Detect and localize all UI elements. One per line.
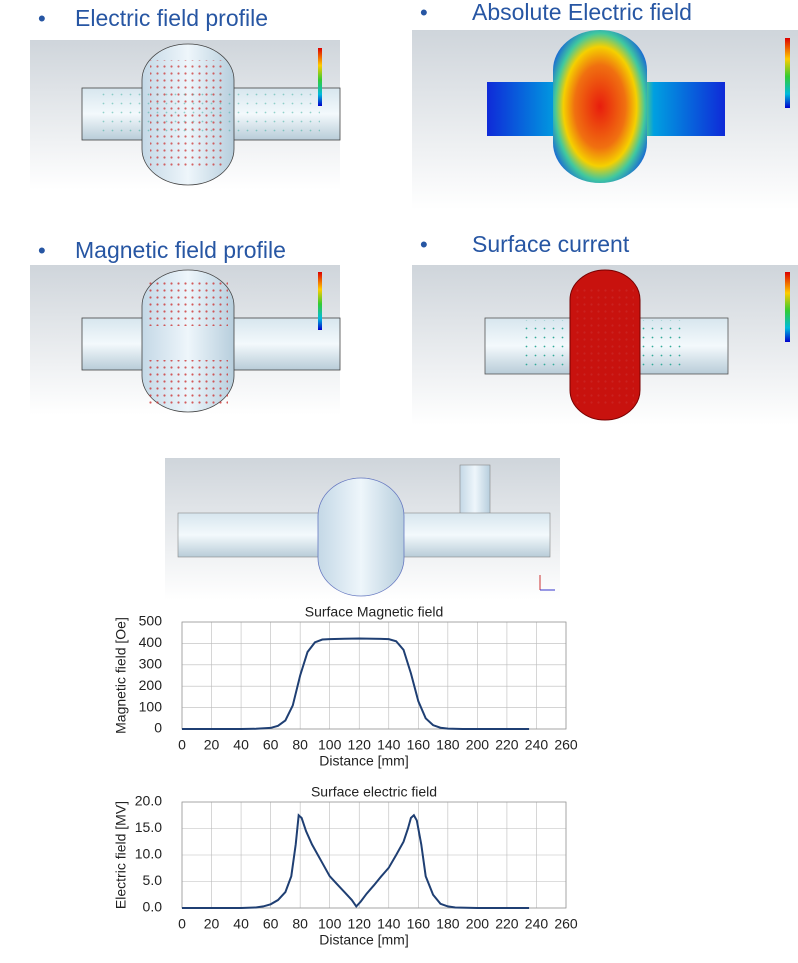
x-tick-label: 240: [525, 916, 549, 932]
panel-title: Magnetic field profile: [75, 237, 286, 263]
chart-title: Surface electric field: [311, 784, 437, 800]
x-tick-label: 180: [436, 737, 460, 753]
color-bar: [318, 48, 322, 106]
current-dots: [520, 320, 564, 372]
x-tick-label: 180: [436, 916, 460, 932]
field-arrows: [148, 278, 228, 326]
x-tick-label: 100: [318, 916, 342, 932]
x-tick-label: 20: [204, 916, 220, 932]
y-tick-label: 15.0: [135, 819, 162, 835]
y-tick-label: 500: [139, 613, 163, 629]
bullet: •: [420, 0, 428, 25]
y-tick-label: 400: [139, 634, 163, 650]
current-texture: [576, 285, 634, 405]
x-tick-label: 160: [407, 737, 431, 753]
x-tick-label: 120: [348, 916, 372, 932]
x-tick-label: 0: [178, 916, 186, 932]
y-tick-label: 20.0: [135, 793, 162, 809]
slide: • Electric field profile • Absolute Elec…: [0, 0, 798, 963]
cavity: [318, 478, 404, 596]
surface-current-panel: • Surface current: [412, 231, 798, 425]
color-bar: [318, 272, 322, 330]
y-axis-label: Electric field [MV]: [113, 801, 129, 909]
magnetic-field-panel: • Magnetic field profile: [30, 237, 340, 415]
x-tick-label: 60: [263, 916, 279, 932]
x-tick-label: 200: [466, 737, 490, 753]
y-tick-label: 200: [139, 677, 163, 693]
y-tick-label: 0.0: [143, 899, 163, 915]
x-tick-label: 140: [377, 737, 401, 753]
x-tick-label: 20: [204, 737, 220, 753]
field-arrows: [148, 360, 228, 408]
bullet: •: [38, 238, 46, 263]
cavity: [553, 30, 647, 183]
x-tick-label: 100: [318, 737, 342, 753]
x-tick-label: 120: [348, 737, 372, 753]
chart-title: Surface Magnetic field: [305, 604, 444, 620]
x-tick-label: 60: [263, 737, 279, 753]
x-tick-label: 0: [178, 737, 186, 753]
y-tick-label: 100: [139, 698, 163, 714]
x-tick-label: 160: [407, 916, 431, 932]
absolute-electric-panel: • Absolute Electric field: [412, 0, 798, 210]
x-tick-label: 40: [233, 737, 249, 753]
bullet: •: [420, 232, 428, 257]
y-tick-label: 10.0: [135, 846, 162, 862]
color-bar: [785, 38, 790, 108]
color-bar: [785, 272, 790, 342]
x-tick-label: 80: [292, 916, 308, 932]
y-tick-label: 5.0: [143, 872, 163, 888]
x-tick-label: 140: [377, 916, 401, 932]
field-arrows: [100, 92, 320, 136]
y-tick-label: 300: [139, 656, 163, 672]
x-tick-label: 260: [554, 916, 578, 932]
x-tick-label: 200: [466, 916, 490, 932]
panel-title: Absolute Electric field: [472, 0, 692, 25]
x-axis-label: Distance [mm]: [319, 753, 408, 769]
current-dots: [638, 320, 682, 372]
bullet: •: [38, 6, 46, 31]
x-tick-label: 40: [233, 916, 249, 932]
x-tick-label: 80: [292, 737, 308, 753]
y-axis-label: Magnetic field [Oe]: [113, 617, 129, 734]
panel-title: Electric field profile: [75, 5, 268, 31]
coupler-port: [460, 465, 490, 517]
panel-title: Surface current: [472, 231, 630, 257]
x-axis-label: Distance [mm]: [319, 932, 408, 948]
x-tick-label: 220: [495, 737, 519, 753]
x-tick-label: 220: [495, 916, 519, 932]
x-tick-label: 260: [554, 737, 578, 753]
y-tick-label: 0: [154, 720, 162, 736]
electric-field-panel: • Electric field profile: [30, 5, 340, 190]
cavity-model: [165, 458, 560, 600]
x-tick-label: 240: [525, 737, 549, 753]
